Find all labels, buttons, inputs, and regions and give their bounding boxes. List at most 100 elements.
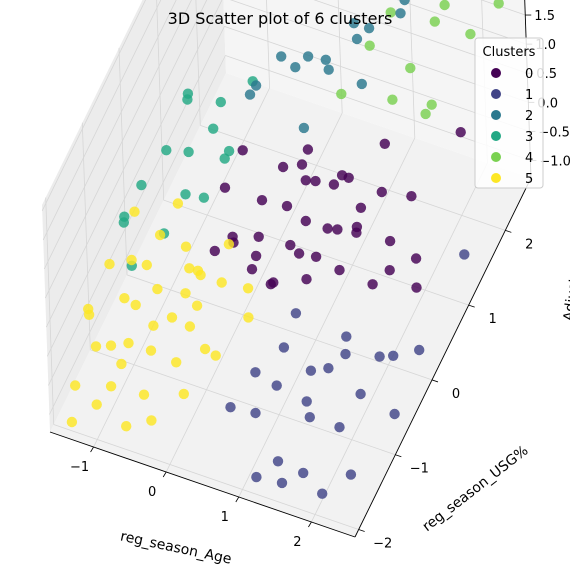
data-point-cluster-4 (364, 40, 375, 51)
data-point-cluster-0 (300, 175, 311, 186)
data-point-cluster-0 (322, 223, 333, 234)
y-tick-label: −2 (373, 537, 392, 552)
data-point-cluster-0 (384, 235, 396, 247)
data-point-cluster-5 (123, 337, 134, 349)
grid-line (41, 0, 146, 211)
data-point-cluster-0 (300, 215, 311, 227)
data-point-cluster-3 (223, 145, 235, 157)
grid-line (266, 0, 270, 89)
floor-pane (50, 73, 531, 537)
data-point-cluster-1 (251, 471, 262, 483)
grid-line (396, 0, 527, 45)
data-point-cluster-5 (145, 345, 157, 356)
data-point-cluster-5 (195, 269, 206, 281)
data-point-cluster-3 (198, 192, 210, 203)
data-point-cluster-0 (246, 264, 258, 275)
data-point-cluster-2 (244, 89, 256, 100)
y-axis-line (354, 177, 532, 538)
data-point-cluster-1 (225, 402, 236, 413)
legend-marker-0 (491, 68, 501, 78)
legend-marker-2 (491, 110, 501, 120)
grid-line (49, 55, 226, 415)
legend-label-3: 3 (525, 130, 533, 145)
data-point-cluster-1 (388, 350, 399, 361)
grid-line (165, 112, 343, 473)
data-point-cluster-1 (250, 367, 261, 378)
x-tick-mark (90, 446, 94, 453)
legend-title: Clusters (483, 45, 536, 60)
data-point-cluster-1 (271, 380, 282, 391)
data-point-cluster-2 (348, 18, 360, 29)
data-point-cluster-1 (290, 308, 302, 319)
data-point-cluster-0 (219, 182, 231, 193)
z-tick-label: −1.0 (539, 155, 570, 170)
grid-line (409, 0, 416, 139)
y-tick-label: −1 (410, 462, 429, 477)
data-point-cluster-5 (243, 312, 254, 323)
grid-line (43, 0, 177, 270)
legend: Clusters 0 1 2 3 4 5 (474, 37, 544, 189)
data-point-cluster-0 (328, 179, 340, 190)
data-point-cluster-4 (439, 0, 450, 11)
data-point-cluster-5 (138, 389, 150, 400)
data-point-cluster-5 (184, 321, 196, 332)
grid-line (45, 197, 55, 425)
data-point-cluster-1 (414, 344, 425, 356)
data-point-cluster-3 (219, 153, 230, 164)
x-tick-mark (162, 471, 167, 478)
grid-line (311, 162, 488, 523)
x-tick-label: −1 (70, 460, 89, 475)
legend-label-2: 2 (525, 109, 533, 124)
data-point-cluster-5 (180, 241, 192, 252)
y-tick-label: 1 (489, 312, 497, 327)
data-point-cluster-3 (208, 123, 219, 134)
data-point-cluster-4 (385, 7, 396, 18)
data-point-cluster-2 (290, 61, 301, 73)
grid-line (126, 274, 433, 381)
data-point-cluster-5 (119, 293, 130, 304)
data-point-cluster-5 (141, 259, 152, 271)
grid-line (44, 0, 192, 299)
data-point-cluster-1 (304, 412, 315, 423)
data-point-cluster-5 (121, 421, 132, 432)
data-point-cluster-5 (104, 258, 115, 270)
data-point-cluster-5 (152, 283, 163, 295)
data-point-cluster-5 (91, 399, 102, 410)
data-point-cluster-1 (459, 249, 470, 260)
data-point-cluster-1 (301, 396, 312, 407)
data-point-cluster-5 (178, 388, 189, 400)
data-point-cluster-5 (146, 415, 157, 426)
data-point-cluster-0 (367, 279, 378, 290)
data-point-cluster-0 (302, 144, 314, 155)
legend-label-1: 1 (525, 88, 533, 103)
x-axis-label: reg_season_Age (119, 528, 233, 567)
data-point-cluster-0 (410, 253, 422, 264)
y-tick-mark (468, 304, 475, 308)
data-point-cluster-4 (405, 62, 416, 74)
data-point-cluster-5 (129, 206, 140, 217)
data-point-cluster-1 (389, 408, 400, 420)
data-point-cluster-5 (166, 312, 178, 323)
grid-line (48, 26, 225, 386)
data-point-cluster-4 (493, 0, 504, 9)
data-point-cluster-3 (161, 145, 172, 156)
x-tick-label: 0 (148, 485, 156, 500)
data-point-cluster-1 (272, 456, 284, 467)
data-point-cluster-1 (305, 365, 317, 376)
back-pane (223, 0, 531, 178)
data-point-cluster-0 (355, 202, 367, 213)
data-point-cluster-2 (298, 122, 310, 134)
y-tick-label: 0 (452, 387, 460, 402)
data-point-cluster-2 (399, 0, 410, 6)
data-point-cluster-0 (455, 127, 466, 138)
data-point-cluster-5 (180, 288, 191, 299)
grid-line (238, 137, 416, 498)
grid-line (337, 0, 343, 114)
data-point-cluster-1 (250, 407, 261, 419)
grid-line (53, 424, 359, 530)
data-point-cluster-5 (116, 358, 127, 370)
data-point-cluster-3 (182, 94, 193, 105)
data-point-cluster-0 (406, 191, 417, 202)
data-point-cluster-1 (278, 342, 290, 353)
